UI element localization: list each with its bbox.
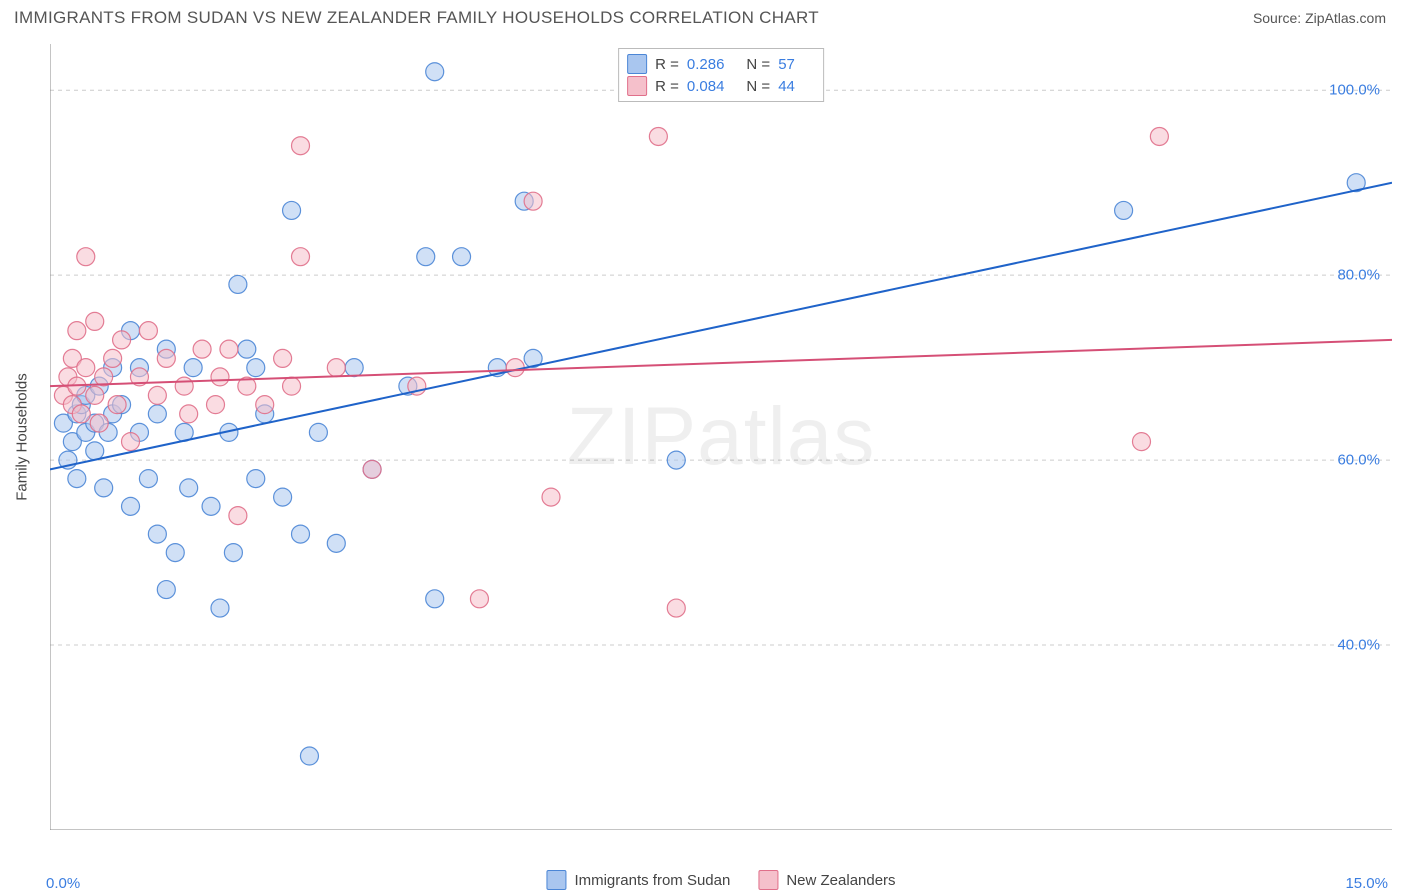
r-value: 0.286 [687, 56, 725, 73]
y-tick-label: 40.0% [1337, 637, 1380, 654]
legend-swatch [546, 870, 566, 890]
n-value: 57 [778, 56, 795, 73]
legend-label: New Zealanders [786, 872, 895, 889]
y-tick-label: 80.0% [1337, 267, 1380, 284]
chart-area: Family Households ZIPatlas R = 0.286N = … [50, 44, 1392, 830]
y-tick-label: 100.0% [1329, 82, 1380, 99]
correlation-legend: R = 0.286N = 57R = 0.084N = 44 [618, 48, 824, 102]
x-tick-label: 0.0% [46, 875, 80, 892]
x-tick-label: 15.0% [1345, 875, 1388, 892]
r-value: 0.084 [687, 78, 725, 95]
y-axis-label: Family Households [14, 373, 31, 501]
legend-label: Immigrants from Sudan [574, 872, 730, 889]
y-tick-label: 60.0% [1337, 452, 1380, 469]
header: IMMIGRANTS FROM SUDAN VS NEW ZEALANDER F… [0, 0, 1406, 32]
correlation-row: R = 0.286N = 57 [627, 53, 809, 75]
legend-swatch [627, 54, 647, 74]
legend-item: New Zealanders [758, 870, 895, 890]
legend-swatch [758, 870, 778, 890]
legend-item: Immigrants from Sudan [546, 870, 730, 890]
correlation-row: R = 0.084N = 44 [627, 75, 809, 97]
n-value: 44 [778, 78, 795, 95]
legend-swatch [627, 76, 647, 96]
source-label: Source: ZipAtlas.com [1253, 10, 1386, 26]
scatter-plot [50, 44, 1392, 830]
chart-title: IMMIGRANTS FROM SUDAN VS NEW ZEALANDER F… [14, 8, 819, 28]
series-legend: Immigrants from Sudan New Zealanders [546, 870, 895, 890]
